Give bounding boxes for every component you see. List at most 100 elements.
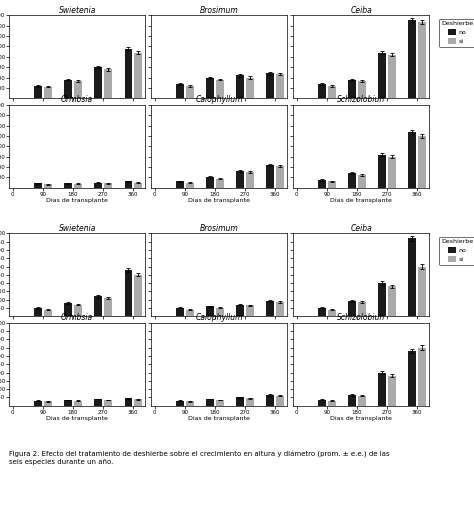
Bar [134, 53, 142, 98]
X-axis label: Dias de transplante: Dias de transplante [330, 416, 392, 421]
Bar [64, 80, 73, 98]
Bar [206, 306, 214, 316]
X-axis label: Dias de transplante: Dias de transplante [46, 198, 108, 203]
Bar [318, 84, 326, 98]
Bar [237, 305, 245, 316]
Bar [348, 301, 356, 316]
Bar [348, 80, 356, 98]
Bar [328, 86, 336, 98]
Bar [34, 86, 42, 98]
Bar [266, 395, 274, 406]
Bar [358, 175, 365, 187]
Bar [358, 302, 365, 316]
Bar [418, 136, 426, 187]
Bar [276, 302, 284, 316]
Title: Ceiba: Ceiba [350, 6, 372, 14]
Bar [216, 400, 224, 406]
X-axis label: Dias de transplante: Dias de transplante [188, 198, 250, 203]
Bar [186, 183, 193, 187]
Bar [348, 173, 356, 187]
Bar [246, 173, 254, 187]
Bar [216, 308, 224, 316]
X-axis label: Dias de transplante: Dias de transplante [46, 416, 108, 421]
Bar [237, 76, 245, 98]
Bar [328, 401, 336, 406]
Bar [318, 180, 326, 187]
Bar [134, 183, 142, 187]
Bar [276, 396, 284, 406]
Bar [125, 398, 132, 406]
Bar [64, 400, 73, 406]
Bar [73, 305, 82, 316]
Bar [216, 179, 224, 187]
Bar [378, 53, 386, 98]
Title: Brosimum: Brosimum [200, 6, 238, 14]
Bar [125, 181, 132, 187]
Bar [34, 183, 42, 187]
Bar [94, 183, 102, 187]
Title: Schizolobiun: Schizolobiun [337, 313, 385, 322]
Bar [44, 310, 52, 316]
Bar [388, 376, 396, 406]
Title: Ormbsia: Ormbsia [61, 313, 93, 322]
Bar [94, 296, 102, 316]
Bar [266, 74, 274, 98]
Title: Calophyllum: Calophyllum [195, 95, 243, 104]
Bar [64, 183, 73, 187]
Bar [378, 372, 386, 406]
Bar [94, 67, 102, 98]
Bar [237, 171, 245, 187]
Bar [388, 286, 396, 316]
Bar [104, 298, 112, 316]
Bar [409, 351, 417, 406]
Bar [125, 270, 132, 316]
Bar [44, 184, 52, 187]
Bar [246, 398, 254, 406]
Bar [104, 183, 112, 187]
Bar [73, 184, 82, 187]
Bar [409, 132, 417, 187]
Bar [64, 303, 73, 316]
Bar [266, 301, 274, 316]
Bar [73, 401, 82, 406]
Bar [328, 181, 336, 187]
Bar [94, 399, 102, 406]
Bar [176, 308, 184, 316]
Bar [186, 402, 193, 406]
Bar [409, 238, 417, 316]
Legend: no, si: no, si [438, 236, 474, 265]
Bar [358, 81, 365, 98]
Title: Calophyllum: Calophyllum [195, 313, 243, 322]
Bar [206, 78, 214, 98]
Bar [34, 308, 42, 316]
Bar [44, 87, 52, 98]
Legend: no, si: no, si [438, 19, 474, 47]
Bar [104, 400, 112, 406]
Bar [125, 48, 132, 98]
Bar [378, 283, 386, 316]
Bar [34, 401, 42, 406]
Bar [276, 74, 284, 98]
X-axis label: Dias de transplante: Dias de transplante [188, 416, 250, 421]
Bar [176, 84, 184, 98]
Bar [418, 348, 426, 406]
Bar [388, 157, 396, 187]
Bar [418, 267, 426, 316]
X-axis label: Dias de transplante: Dias de transplante [330, 198, 392, 203]
Title: Swietenia: Swietenia [58, 6, 96, 14]
Title: Schizolobiun: Schizolobiun [337, 95, 385, 104]
Bar [186, 310, 193, 316]
Bar [206, 177, 214, 187]
Bar [328, 310, 336, 316]
Bar [318, 308, 326, 316]
Bar [348, 395, 356, 406]
Title: Ormbsia: Ormbsia [61, 95, 93, 104]
Bar [186, 86, 193, 98]
Bar [134, 275, 142, 316]
Bar [44, 402, 52, 406]
Bar [246, 78, 254, 98]
Bar [418, 22, 426, 98]
Bar [73, 81, 82, 98]
Bar [176, 181, 184, 187]
Title: Brosimum: Brosimum [200, 224, 238, 233]
